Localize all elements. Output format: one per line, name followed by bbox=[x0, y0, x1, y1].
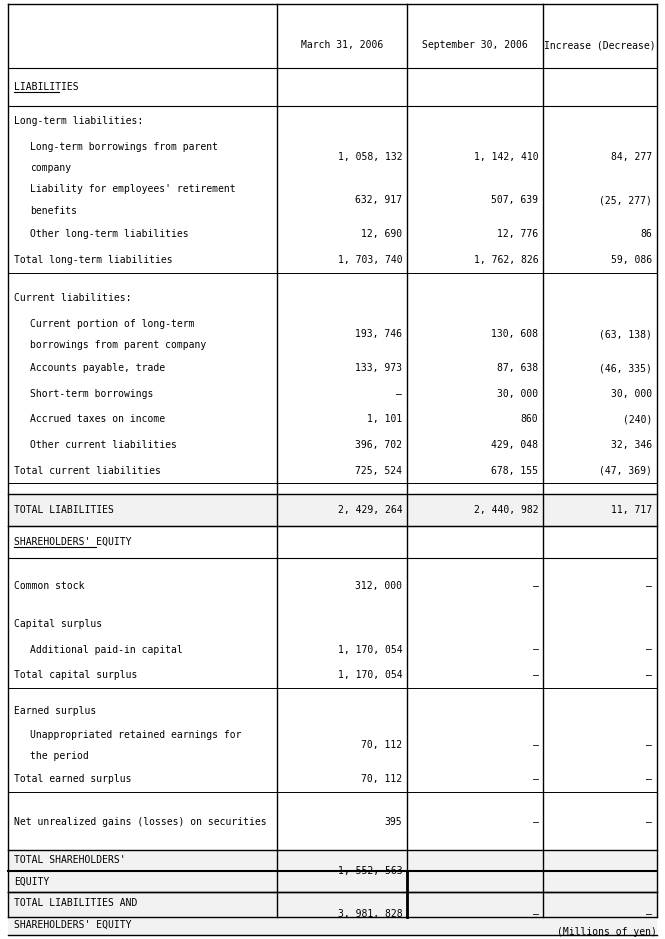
Text: –: – bbox=[646, 644, 652, 654]
Text: 3, 981, 828: 3, 981, 828 bbox=[338, 909, 402, 918]
Text: Current liabilities:: Current liabilities: bbox=[14, 293, 132, 303]
Text: 1, 762, 826: 1, 762, 826 bbox=[473, 254, 539, 265]
Text: Earned surplus: Earned surplus bbox=[14, 706, 96, 716]
Text: 87, 638: 87, 638 bbox=[497, 363, 539, 374]
Text: 396, 702: 396, 702 bbox=[355, 440, 402, 450]
Text: 70, 112: 70, 112 bbox=[361, 775, 402, 784]
Text: –: – bbox=[533, 741, 539, 750]
Text: 429, 048: 429, 048 bbox=[491, 440, 539, 450]
Text: company: company bbox=[30, 163, 71, 173]
Text: 59, 086: 59, 086 bbox=[611, 254, 652, 265]
Text: (46, 335): (46, 335) bbox=[599, 363, 652, 374]
Text: 1, 552, 563: 1, 552, 563 bbox=[338, 866, 402, 876]
Text: 725, 524: 725, 524 bbox=[355, 466, 402, 476]
Text: 860: 860 bbox=[521, 414, 539, 424]
Text: –: – bbox=[646, 817, 652, 827]
Text: the period: the period bbox=[30, 751, 88, 762]
Text: TOTAL SHAREHOLDERS': TOTAL SHAREHOLDERS' bbox=[14, 855, 126, 866]
Text: 632, 917: 632, 917 bbox=[355, 195, 402, 205]
Text: Other long-term liabilities: Other long-term liabilities bbox=[30, 229, 189, 239]
Text: TOTAL LIABILITIES: TOTAL LIABILITIES bbox=[14, 505, 114, 515]
Text: Other current liabilities: Other current liabilities bbox=[30, 440, 177, 450]
Text: –: – bbox=[646, 909, 652, 918]
Text: (47, 369): (47, 369) bbox=[599, 466, 652, 476]
Text: 1, 058, 132: 1, 058, 132 bbox=[338, 152, 402, 162]
Text: (Millions of yen): (Millions of yen) bbox=[557, 927, 657, 937]
Text: –: – bbox=[533, 670, 539, 680]
Text: 11, 717: 11, 717 bbox=[611, 505, 652, 515]
Text: Increase (Decrease): Increase (Decrease) bbox=[545, 40, 656, 50]
Text: –: – bbox=[646, 670, 652, 680]
Text: 133, 973: 133, 973 bbox=[355, 363, 402, 374]
Text: Total current liabilities: Total current liabilities bbox=[14, 466, 161, 476]
Text: 86: 86 bbox=[640, 229, 652, 239]
Text: –: – bbox=[396, 389, 402, 399]
Text: September 30, 2006: September 30, 2006 bbox=[422, 40, 528, 50]
Text: Long-term borrowings from parent: Long-term borrowings from parent bbox=[30, 142, 218, 152]
Text: 12, 690: 12, 690 bbox=[361, 229, 402, 239]
Bar bbox=[8, 494, 657, 526]
Text: (25, 277): (25, 277) bbox=[599, 195, 652, 205]
Text: EQUITY: EQUITY bbox=[14, 877, 49, 886]
Text: Liability for employees' retirement: Liability for employees' retirement bbox=[30, 184, 235, 194]
Text: 12, 776: 12, 776 bbox=[497, 229, 539, 239]
Text: –: – bbox=[533, 644, 539, 654]
Text: Accounts payable, trade: Accounts payable, trade bbox=[30, 363, 165, 374]
Text: Total long-term liabilities: Total long-term liabilities bbox=[14, 254, 173, 265]
Text: –: – bbox=[533, 909, 539, 918]
Text: 312, 000: 312, 000 bbox=[355, 580, 402, 591]
Bar bbox=[8, 850, 657, 892]
Text: 30, 000: 30, 000 bbox=[497, 389, 539, 399]
Text: Unappropriated retained earnings for: Unappropriated retained earnings for bbox=[30, 730, 241, 740]
Text: –: – bbox=[533, 817, 539, 827]
Text: Total capital surplus: Total capital surplus bbox=[14, 670, 138, 680]
Bar bbox=[8, 892, 657, 935]
Text: 395: 395 bbox=[384, 817, 402, 827]
Text: Short-term borrowings: Short-term borrowings bbox=[30, 389, 154, 399]
Text: 507, 639: 507, 639 bbox=[491, 195, 539, 205]
Text: 678, 155: 678, 155 bbox=[491, 466, 539, 476]
Text: Net unrealized gains (losses) on securities: Net unrealized gains (losses) on securit… bbox=[14, 817, 267, 827]
Text: –: – bbox=[646, 580, 652, 591]
Text: 84, 277: 84, 277 bbox=[611, 152, 652, 162]
Text: 70, 112: 70, 112 bbox=[361, 741, 402, 750]
Text: (63, 138): (63, 138) bbox=[599, 330, 652, 339]
Text: 30, 000: 30, 000 bbox=[611, 389, 652, 399]
Text: 1, 170, 054: 1, 170, 054 bbox=[338, 670, 402, 680]
Text: 1, 142, 410: 1, 142, 410 bbox=[473, 152, 539, 162]
Text: 32, 346: 32, 346 bbox=[611, 440, 652, 450]
Text: Additional paid-in capital: Additional paid-in capital bbox=[30, 644, 183, 654]
Text: –: – bbox=[533, 866, 539, 876]
Text: benefits: benefits bbox=[30, 206, 77, 216]
Text: –: – bbox=[646, 775, 652, 784]
Text: (240): (240) bbox=[622, 414, 652, 424]
Text: 1, 703, 740: 1, 703, 740 bbox=[338, 254, 402, 265]
Text: –: – bbox=[646, 741, 652, 750]
Text: Current portion of long-term: Current portion of long-term bbox=[30, 318, 194, 329]
Text: Accrued taxes on income: Accrued taxes on income bbox=[30, 414, 165, 424]
Text: 193, 746: 193, 746 bbox=[355, 330, 402, 339]
Text: LIABILITIES: LIABILITIES bbox=[14, 83, 78, 92]
Text: Total earned surplus: Total earned surplus bbox=[14, 775, 132, 784]
Text: 2, 440, 982: 2, 440, 982 bbox=[473, 505, 539, 515]
Text: –: – bbox=[533, 580, 539, 591]
Text: borrowings from parent company: borrowings from parent company bbox=[30, 340, 206, 350]
Text: March 31, 2006: March 31, 2006 bbox=[301, 40, 383, 50]
Text: Common stock: Common stock bbox=[14, 580, 84, 591]
Text: TOTAL LIABILITIES AND: TOTAL LIABILITIES AND bbox=[14, 898, 138, 908]
Text: 130, 608: 130, 608 bbox=[491, 330, 539, 339]
Text: SHAREHOLDERS' EQUITY: SHAREHOLDERS' EQUITY bbox=[14, 919, 132, 930]
Text: 1, 170, 054: 1, 170, 054 bbox=[338, 644, 402, 654]
Text: Long-term liabilities:: Long-term liabilities: bbox=[14, 116, 143, 126]
Text: 1, 101: 1, 101 bbox=[367, 414, 402, 424]
Text: –: – bbox=[646, 866, 652, 876]
Text: 2, 429, 264: 2, 429, 264 bbox=[338, 505, 402, 515]
Text: SHAREHOLDERS' EQUITY: SHAREHOLDERS' EQUITY bbox=[14, 537, 132, 547]
Text: –: – bbox=[533, 775, 539, 784]
Text: Capital surplus: Capital surplus bbox=[14, 619, 102, 629]
